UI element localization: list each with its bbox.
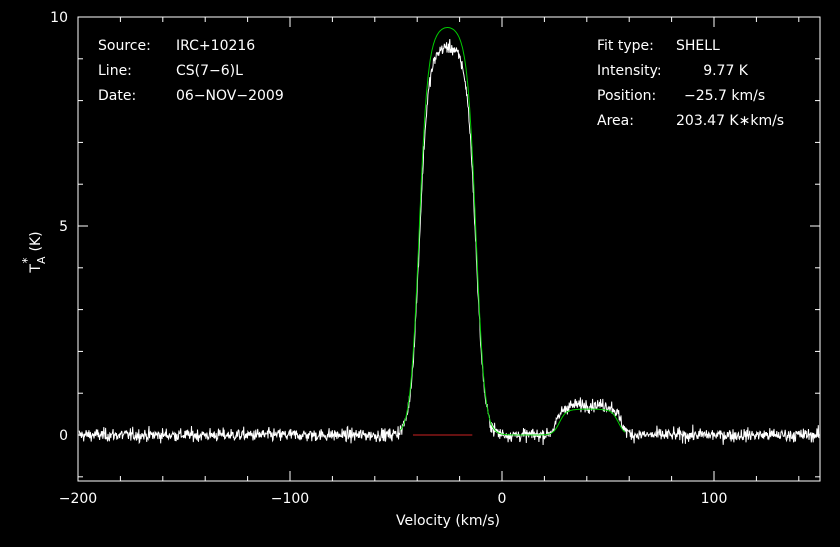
x-tick-label: −200 [59, 491, 97, 507]
plot-border [77, 16, 821, 482]
info-right: Fit type: SHELL Intensity: 9.77 K Positi… [597, 38, 784, 129]
y-axis-label-sup: * [20, 258, 34, 264]
series [78, 27, 820, 446]
info-value-line: CS(7−6)L [176, 63, 243, 79]
x-tick-label: −100 [271, 491, 309, 507]
info-key-intensity: Intensity: [597, 63, 662, 79]
info-value-date: 06−NOV−2009 [176, 88, 284, 104]
x-tick-label: 0 [498, 491, 507, 507]
info-value-fit-type: SHELL [676, 38, 720, 54]
x-axis-label: Velocity (km/s) [396, 513, 500, 529]
y-axis-label-unit: (K) [28, 231, 44, 251]
info-key-source: Source: [98, 38, 151, 54]
plot-frame [77, 16, 821, 482]
y-axis-label-sub: A [35, 256, 48, 264]
info-key-fit-type: Fit type: [597, 38, 654, 54]
info-key-date: Date: [98, 88, 136, 104]
info-left: Source: IRC+10216 Line: CS(7−6)L Date: 0… [98, 38, 284, 104]
y-tick-label: 5 [59, 219, 68, 235]
axes: −200 −100 0 100 0 5 10 [50, 10, 820, 507]
info-value-position: −25.7 km/s [684, 88, 765, 104]
fit-line [399, 27, 626, 436]
y-axis-label: TA* (K) [20, 231, 48, 273]
x-tick-label: 100 [701, 491, 728, 507]
info-key-area: Area: [597, 113, 634, 129]
y-tick-label: 10 [50, 10, 68, 26]
info-key-line: Line: [98, 63, 132, 79]
y-tick-label: 0 [59, 428, 68, 444]
svg-text:TA*(K): TA* (K) [20, 231, 48, 273]
y-axis-label-main: T [28, 264, 44, 274]
info-value-area: 203.47 K∗km/s [676, 113, 784, 129]
info-key-position: Position: [597, 88, 656, 104]
info-value-intensity: 9.77 K [703, 63, 749, 79]
spectrum-line [78, 39, 820, 446]
info-value-source: IRC+10216 [176, 38, 255, 54]
